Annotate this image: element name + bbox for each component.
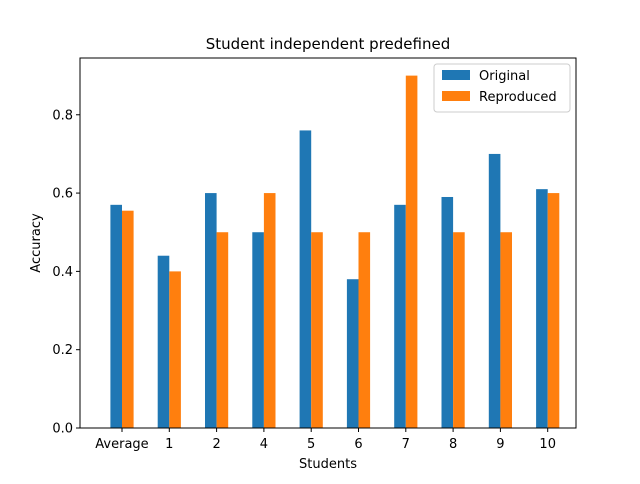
x-tick-label: Average xyxy=(95,437,148,452)
bar-reproduced-7 xyxy=(405,75,418,429)
chart-title: Student independent predefined xyxy=(206,35,450,53)
legend-swatch-reproduced xyxy=(442,91,470,101)
bar-reproduced-5 xyxy=(311,232,323,428)
bar-original-4 xyxy=(252,232,264,428)
y-axis: 0.0 0.2 0.4 0.6 0.8 xyxy=(52,108,80,437)
legend-label-reproduced: Reproduced xyxy=(479,90,557,105)
bar-reproduced-6 xyxy=(358,232,371,428)
y-tick-label: 0.4 xyxy=(52,265,73,280)
bar-reproduced-average xyxy=(122,210,134,428)
legend-swatch-original xyxy=(442,70,470,80)
x-tick-label: 10 xyxy=(539,437,556,452)
y-tick-label: 0.8 xyxy=(52,108,73,123)
x-tick-label: 7 xyxy=(402,437,410,452)
bar-reproduced-8 xyxy=(453,232,465,428)
legend: Original Reproduced xyxy=(433,63,571,113)
bar-reproduced-4 xyxy=(263,193,276,428)
x-axis-title: Students xyxy=(299,457,357,472)
x-tick-label: 1 xyxy=(165,437,173,452)
bar-original-6 xyxy=(346,279,359,428)
bar-reproduced-10 xyxy=(547,193,560,428)
x-tick-label: 9 xyxy=(496,437,504,452)
bar-original-10 xyxy=(536,189,548,428)
bar-reproduced-9 xyxy=(500,232,512,428)
bar-original-5 xyxy=(299,130,312,428)
bar-original-9 xyxy=(488,153,501,428)
y-tick-label: 0.2 xyxy=(52,343,73,358)
bar-original-1 xyxy=(157,255,170,428)
x-tick-label: 4 xyxy=(260,437,268,452)
y-axis-title: Accuracy xyxy=(29,213,44,273)
bar-reproduced-2 xyxy=(216,232,229,428)
x-tick-label: 6 xyxy=(354,437,362,452)
x-tick-label: 2 xyxy=(212,437,220,452)
bar-original-2 xyxy=(205,193,217,428)
axes-frame xyxy=(79,57,577,429)
x-tick-label: 5 xyxy=(307,437,315,452)
bar-original-average xyxy=(110,204,122,428)
y-tick-label: 0.6 xyxy=(52,187,73,202)
legend-label-original: Original xyxy=(479,69,530,84)
bar-original-8 xyxy=(441,196,454,428)
bar-original-7 xyxy=(394,204,406,428)
y-tick-label: 0.0 xyxy=(52,422,73,437)
plot-area xyxy=(110,75,560,429)
x-tick-label: 8 xyxy=(449,437,457,452)
bar-reproduced-1 xyxy=(169,271,181,428)
x-axis: Average 1 2 4 5 6 7 8 9 10 xyxy=(95,428,556,452)
